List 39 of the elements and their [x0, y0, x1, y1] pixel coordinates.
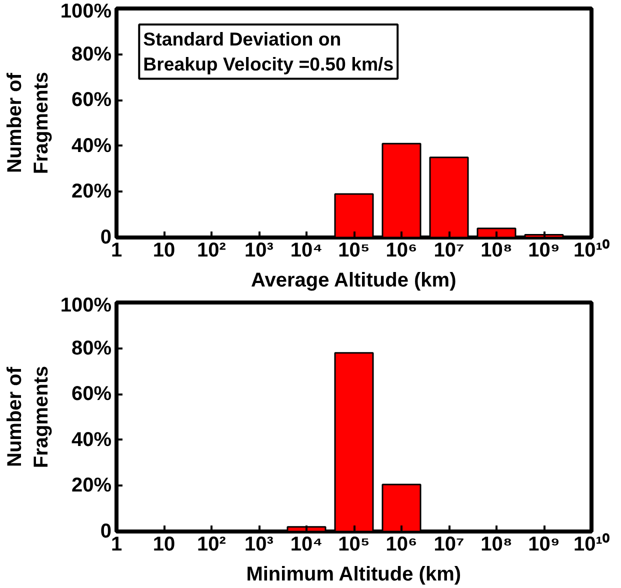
x-tick-label: 10⁵ [338, 240, 370, 262]
y-tick-label: 20% [71, 180, 112, 203]
y-tick-label: 40% [71, 428, 112, 451]
y-tick-label: 60% [71, 383, 112, 406]
y-tick-label: 40% [71, 134, 112, 157]
x-tick-label: 10 [152, 240, 176, 262]
x-tick-label: 1 [110, 240, 122, 262]
y-tick-label: 0 [100, 226, 112, 248]
x-tick-label: 10⁹ [528, 534, 560, 556]
y-axis-title: Number of Fragments [4, 72, 52, 174]
y-tick-label: 20% [71, 474, 112, 497]
x-tick-label: 10² [197, 240, 226, 262]
y-tick-label: 80% [71, 43, 112, 66]
x-tick-label: 10³ [244, 534, 274, 556]
x-tick-label: 10⁴ [290, 240, 323, 262]
x-tick-label: 10⁴ [290, 534, 323, 556]
y-tick-label: 100% [60, 0, 112, 22]
x-tick-label: 10⁸ [480, 534, 512, 556]
x-tick-label: 10² [197, 534, 226, 556]
x-tick-label: 10⁷ [434, 534, 464, 556]
annotation: Standard Deviation on Breakup Velocity =0.50 km/s [143, 28, 394, 75]
x-tick-label: 1 [110, 534, 122, 556]
x-tick-label: 10¹⁰ [574, 238, 610, 262]
x-axis-title: Minimum Altitude (km) [246, 564, 462, 586]
x-tick-label: 10¹⁰ [574, 532, 610, 556]
x-tick-label: 10⁸ [480, 240, 512, 262]
x-axis-title: Average Altitude (km) [251, 270, 456, 292]
x-tick-label: 10³ [244, 240, 274, 262]
y-tick-label: 60% [71, 89, 112, 112]
y-axis-title: Number of Fragments [4, 366, 52, 468]
x-tick-label: 10⁹ [528, 240, 560, 262]
x-tick-label: 10⁵ [338, 534, 370, 556]
x-tick-label: 10⁷ [434, 240, 464, 262]
x-tick-label: 10⁶ [386, 534, 418, 556]
y-tick-label: 100% [60, 294, 112, 316]
x-tick-label: 10⁶ [386, 240, 418, 262]
y-tick-label: 80% [71, 337, 112, 360]
x-tick-label: 10 [152, 534, 176, 556]
y-tick-label: 0 [100, 520, 112, 542]
